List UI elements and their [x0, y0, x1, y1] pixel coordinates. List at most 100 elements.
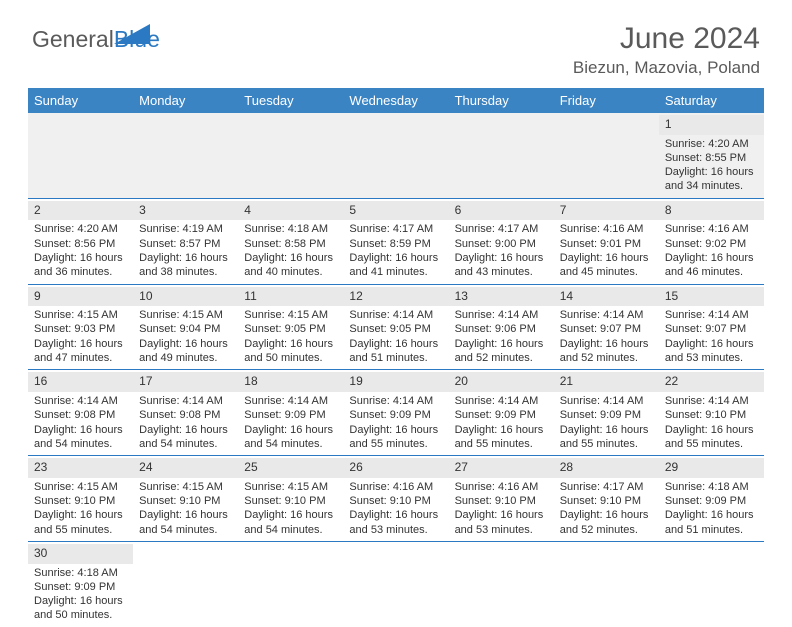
- daylight-line: Daylight: 16 hours and 45 minutes.: [560, 251, 653, 280]
- day-number: 21: [554, 372, 659, 392]
- sunset-line: Sunset: 9:10 PM: [455, 494, 548, 508]
- sunrise-line: Sunrise: 4:20 AM: [665, 137, 758, 151]
- calendar-empty-cell: [133, 113, 238, 198]
- sunset-line: Sunset: 9:05 PM: [244, 322, 337, 336]
- weekday-header: Thursday: [449, 88, 554, 113]
- day-number: 27: [449, 458, 554, 478]
- day-number: 18: [238, 372, 343, 392]
- sunset-line: Sunset: 9:10 PM: [244, 494, 337, 508]
- sunrise-line: Sunrise: 4:16 AM: [560, 222, 653, 236]
- daylight-line: Daylight: 16 hours and 55 minutes.: [34, 508, 127, 537]
- day-number: 28: [554, 458, 659, 478]
- sunrise-line: Sunrise: 4:15 AM: [139, 308, 232, 322]
- sunset-line: Sunset: 9:10 PM: [349, 494, 442, 508]
- sunrise-line: Sunrise: 4:14 AM: [349, 308, 442, 322]
- calendar-empty-cell: [659, 541, 764, 626]
- sunset-line: Sunset: 8:57 PM: [139, 237, 232, 251]
- sunset-line: Sunset: 9:09 PM: [244, 408, 337, 422]
- daylight-line: Daylight: 16 hours and 52 minutes.: [560, 508, 653, 537]
- sunset-line: Sunset: 9:06 PM: [455, 322, 548, 336]
- daylight-line: Daylight: 16 hours and 41 minutes.: [349, 251, 442, 280]
- sunrise-line: Sunrise: 4:14 AM: [560, 394, 653, 408]
- calendar-day-cell: 14Sunrise: 4:14 AMSunset: 9:07 PMDayligh…: [554, 284, 659, 370]
- daylight-line: Daylight: 16 hours and 54 minutes.: [139, 423, 232, 452]
- daylight-line: Daylight: 16 hours and 51 minutes.: [665, 508, 758, 537]
- calendar-empty-cell: [554, 541, 659, 626]
- daylight-line: Daylight: 16 hours and 54 minutes.: [244, 423, 337, 452]
- daylight-line: Daylight: 16 hours and 51 minutes.: [349, 337, 442, 366]
- sunrise-line: Sunrise: 4:14 AM: [560, 308, 653, 322]
- sunrise-line: Sunrise: 4:14 AM: [349, 394, 442, 408]
- day-number: 25: [238, 458, 343, 478]
- calendar-day-cell: 7Sunrise: 4:16 AMSunset: 9:01 PMDaylight…: [554, 198, 659, 284]
- calendar-empty-cell: [28, 113, 133, 198]
- calendar-day-cell: 4Sunrise: 4:18 AMSunset: 8:58 PMDaylight…: [238, 198, 343, 284]
- weekday-header: Friday: [554, 88, 659, 113]
- day-number: 9: [28, 287, 133, 307]
- calendar-day-cell: 12Sunrise: 4:14 AMSunset: 9:05 PMDayligh…: [343, 284, 448, 370]
- sunset-line: Sunset: 9:09 PM: [560, 408, 653, 422]
- sunset-line: Sunset: 9:01 PM: [560, 237, 653, 251]
- brand-logo: GeneralBlue: [32, 26, 160, 53]
- daylight-line: Daylight: 16 hours and 46 minutes.: [665, 251, 758, 280]
- calendar-day-cell: 19 Sunrise: 4:14 AMSunset: 9:09 PMDayligh…: [343, 370, 448, 456]
- day-number: 29: [659, 458, 764, 478]
- daylight-line: Daylight: 16 hours and 52 minutes.: [455, 337, 548, 366]
- sunrise-line: Sunrise: 4:18 AM: [34, 566, 127, 580]
- calendar-empty-cell: [449, 541, 554, 626]
- daylight-line: Daylight: 16 hours and 49 minutes.: [139, 337, 232, 366]
- calendar-day-cell: 29 Sunrise: 4:18 AMSunset: 9:09 PMDayligh…: [659, 456, 764, 542]
- sunrise-line: Sunrise: 4:19 AM: [139, 222, 232, 236]
- day-number: 4: [238, 201, 343, 221]
- day-number: 7: [554, 201, 659, 221]
- day-number: 16: [28, 372, 133, 392]
- weekday-header: Sunday: [28, 88, 133, 113]
- calendar-week-row: 16Sunrise: 4:14 AMSunset: 9:08 PMDayligh…: [28, 370, 764, 456]
- calendar-table: SundayMondayTuesdayWednesdayThursdayFrid…: [28, 88, 764, 627]
- day-number: 11: [238, 287, 343, 307]
- sunset-line: Sunset: 9:03 PM: [34, 322, 127, 336]
- sunset-line: Sunset: 9:09 PM: [34, 580, 127, 594]
- calendar-day-cell: 8Sunrise: 4:16 AMSunset: 9:02 PMDaylight…: [659, 198, 764, 284]
- calendar-empty-cell: [238, 113, 343, 198]
- sunrise-line: Sunrise: 4:14 AM: [455, 308, 548, 322]
- sunrise-line: Sunrise: 4:14 AM: [34, 394, 127, 408]
- sunset-line: Sunset: 9:00 PM: [455, 237, 548, 251]
- sunrise-line: Sunrise: 4:15 AM: [34, 308, 127, 322]
- sunrise-line: Sunrise: 4:17 AM: [455, 222, 548, 236]
- daylight-line: Daylight: 16 hours and 55 minutes.: [349, 423, 442, 452]
- sunset-line: Sunset: 9:09 PM: [349, 408, 442, 422]
- calendar-day-cell: 26Sunrise: 4:16 AMSunset: 9:10 PMDayligh…: [343, 456, 448, 542]
- sunrise-line: Sunrise: 4:14 AM: [244, 394, 337, 408]
- calendar-day-cell: 3Sunrise: 4:19 AMSunset: 8:57 PMDaylight…: [133, 198, 238, 284]
- weekday-header: Saturday: [659, 88, 764, 113]
- calendar-day-cell: 13Sunrise: 4:14 AMSunset: 9:06 PMDayligh…: [449, 284, 554, 370]
- sunrise-line: Sunrise: 4:18 AM: [665, 480, 758, 494]
- sunrise-line: Sunrise: 4:16 AM: [349, 480, 442, 494]
- calendar-empty-cell: [343, 113, 448, 198]
- calendar-day-cell: 17Sunrise: 4:14 AMSunset: 9:08 PMDayligh…: [133, 370, 238, 456]
- daylight-line: Daylight: 16 hours and 55 minutes.: [665, 423, 758, 452]
- sunset-line: Sunset: 9:09 PM: [665, 494, 758, 508]
- sunset-line: Sunset: 9:10 PM: [139, 494, 232, 508]
- daylight-line: Daylight: 16 hours and 50 minutes.: [244, 337, 337, 366]
- day-number: 15: [659, 287, 764, 307]
- calendar-day-cell: 23Sunrise: 4:15 AMSunset: 9:10 PMDayligh…: [28, 456, 133, 542]
- calendar-day-cell: 28Sunrise: 4:17 AMSunset: 9:10 PMDayligh…: [554, 456, 659, 542]
- calendar-empty-cell: [449, 113, 554, 198]
- daylight-line: Daylight: 16 hours and 50 minutes.: [34, 594, 127, 623]
- day-number: 30: [28, 544, 133, 564]
- calendar-day-cell: 5Sunrise: 4:17 AMSunset: 8:59 PMDaylight…: [343, 198, 448, 284]
- day-number: 3: [133, 201, 238, 221]
- sunrise-line: Sunrise: 4:16 AM: [455, 480, 548, 494]
- daylight-line: Daylight: 16 hours and 55 minutes.: [455, 423, 548, 452]
- day-number: 19: [343, 372, 448, 392]
- sunrise-line: Sunrise: 4:15 AM: [244, 308, 337, 322]
- calendar-day-cell: 27Sunrise: 4:16 AMSunset: 9:10 PMDayligh…: [449, 456, 554, 542]
- sunrise-line: Sunrise: 4:16 AM: [665, 222, 758, 236]
- sunset-line: Sunset: 9:02 PM: [665, 237, 758, 251]
- daylight-line: Daylight: 16 hours and 43 minutes.: [455, 251, 548, 280]
- sunrise-line: Sunrise: 4:15 AM: [244, 480, 337, 494]
- sunset-line: Sunset: 9:09 PM: [455, 408, 548, 422]
- sunset-line: Sunset: 8:59 PM: [349, 237, 442, 251]
